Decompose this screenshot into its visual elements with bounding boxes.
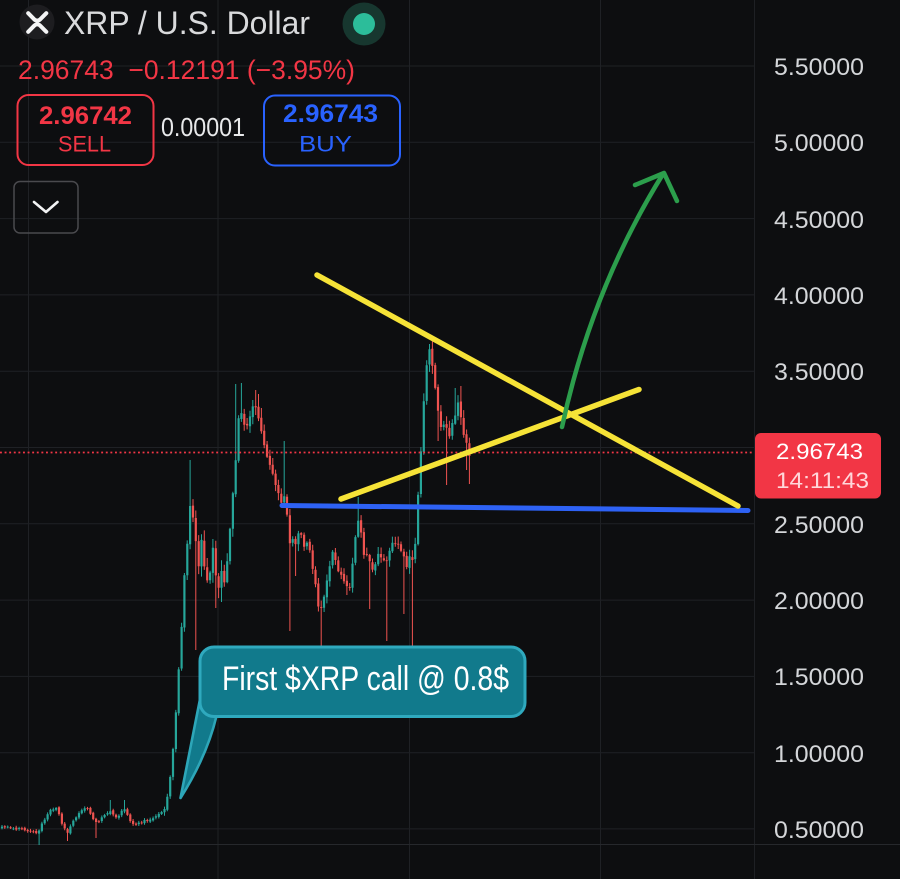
- svg-text:4.00000: 4.00000: [774, 283, 864, 310]
- svg-text:0.00001: 0.00001: [161, 112, 245, 142]
- svg-text:BUY: BUY: [299, 132, 352, 157]
- svg-text:2.96743: 2.96743: [283, 100, 378, 128]
- svg-text:5.00000: 5.00000: [774, 130, 864, 157]
- svg-text:2.96742: 2.96742: [39, 102, 132, 130]
- svg-text:2.96743 −0.12191 (−3.95%): 2.96743 −0.12191 (−3.95%): [18, 55, 355, 85]
- svg-text:XRP / U.S. Dollar: XRP / U.S. Dollar: [64, 5, 310, 41]
- svg-text:First $XRP call @ 0.8$: First $XRP call @ 0.8$: [222, 660, 509, 698]
- svg-text:5.50000: 5.50000: [774, 54, 864, 81]
- svg-text:2.96743: 2.96743: [776, 439, 863, 464]
- svg-text:2.50000: 2.50000: [774, 512, 864, 539]
- svg-text:0.50000: 0.50000: [774, 817, 864, 844]
- svg-text:1.50000: 1.50000: [774, 664, 864, 691]
- svg-text:4.50000: 4.50000: [774, 207, 864, 234]
- svg-text:14:11:43: 14:11:43: [776, 468, 869, 493]
- svg-text:SELL: SELL: [58, 132, 111, 157]
- svg-text:2.00000: 2.00000: [774, 588, 864, 615]
- svg-text:1.00000: 1.00000: [774, 741, 864, 768]
- svg-text:3.50000: 3.50000: [774, 359, 864, 386]
